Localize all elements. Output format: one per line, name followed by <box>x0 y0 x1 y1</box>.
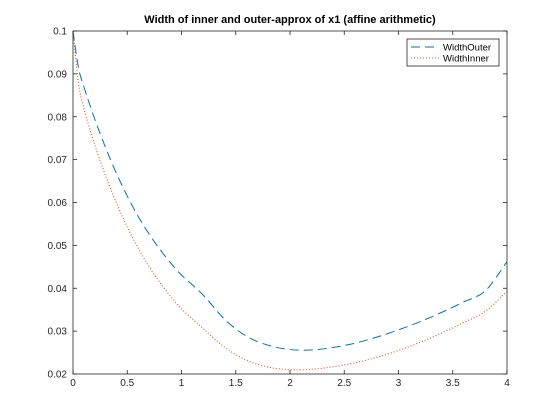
x-tick-label: 3.5 <box>446 378 460 389</box>
x-tick-label: 3 <box>396 378 402 389</box>
y-tick-label: 0.03 <box>48 327 68 338</box>
x-tick-label: 2.5 <box>337 378 351 389</box>
y-tick-label: 0.08 <box>48 112 68 123</box>
x-tick-label: 1 <box>179 378 185 389</box>
y-tick-label: 0.02 <box>48 370 68 381</box>
x-tick-label: 2 <box>287 378 293 389</box>
y-tick-label: 0.09 <box>48 69 68 80</box>
y-tick-label: 0.1 <box>53 27 67 38</box>
y-tick-label: 0.06 <box>48 198 68 209</box>
x-tick-label: 0.5 <box>120 378 134 389</box>
y-tick-label: 0.04 <box>48 284 68 295</box>
x-tick-label: 4 <box>504 378 510 389</box>
x-tick-label: 0 <box>70 378 76 389</box>
legend-label: WidthInner <box>443 54 489 65</box>
x-tick-label: 1.5 <box>229 378 243 389</box>
plot-area <box>73 31 507 374</box>
y-tick-label: 0.07 <box>48 155 68 166</box>
chart-title: Width of inner and outer-approx of x1 (a… <box>144 14 436 26</box>
y-tick-label: 0.05 <box>48 241 68 252</box>
legend-label: WidthOuter <box>443 43 491 54</box>
